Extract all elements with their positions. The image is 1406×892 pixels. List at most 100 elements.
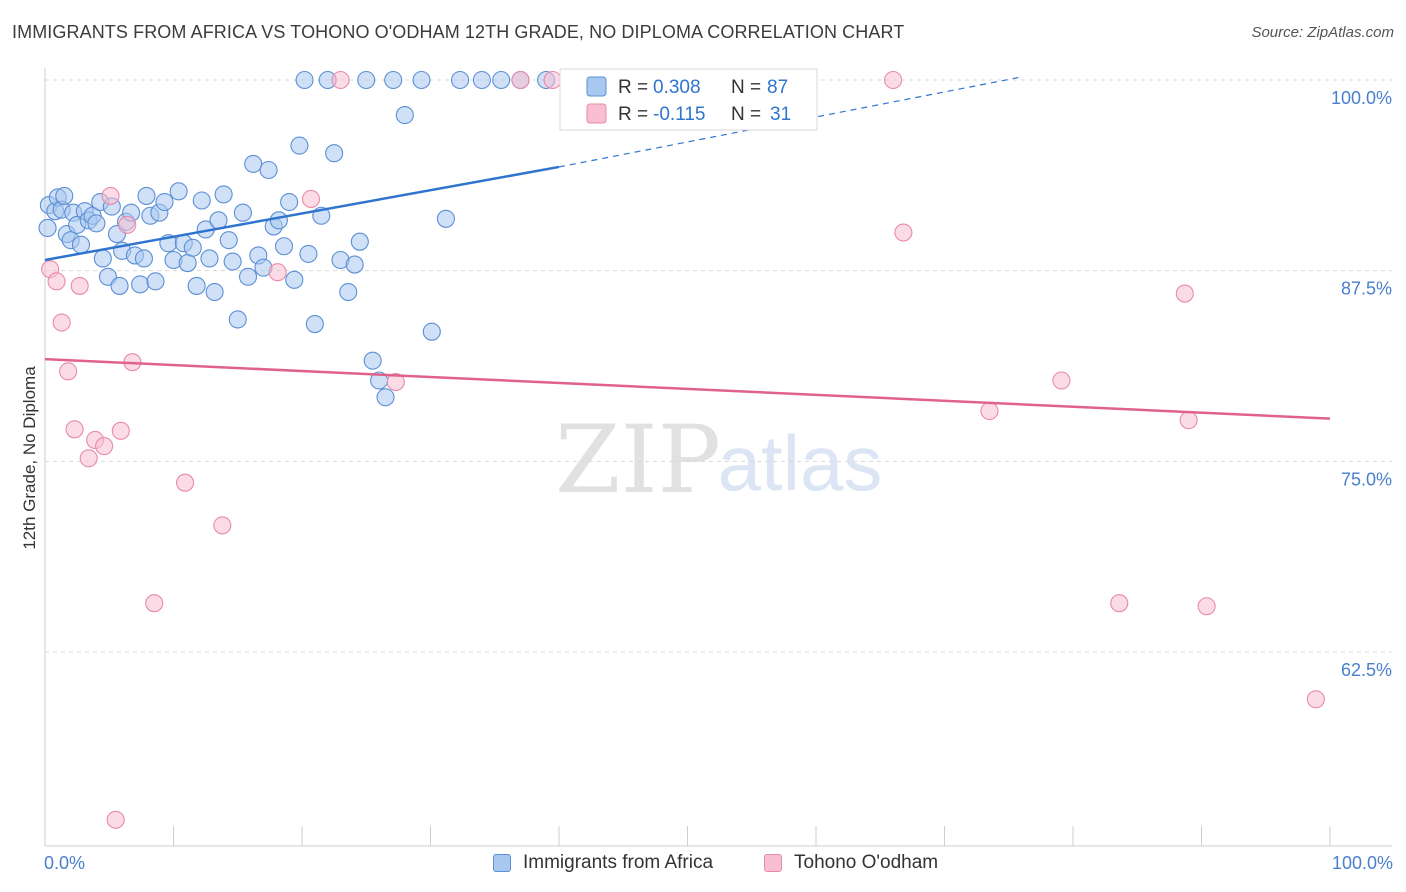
- data-point: [386, 372, 405, 392]
- stat-r-label-1: R =: [618, 77, 648, 98]
- data-point: [350, 232, 369, 251]
- data-point: [301, 189, 321, 209]
- data-point: [233, 203, 252, 222]
- data-point: [169, 182, 188, 201]
- x-tick-labels: 0.0% 100.0%: [44, 853, 1393, 873]
- data-point: [436, 209, 455, 228]
- legend-item-tohono-oodham: Tohono O'odham: [764, 852, 938, 874]
- data-point: [228, 310, 247, 329]
- data-point: [52, 313, 71, 332]
- y-tick-labels: 100.0% 87.5% 75.0% 62.5%: [1331, 88, 1392, 680]
- data-point: [145, 594, 164, 613]
- data-point: [214, 185, 233, 204]
- data-point: [223, 252, 242, 271]
- data-point: [395, 106, 414, 125]
- data-point: [110, 276, 129, 295]
- stat-r-value-1: 0.308: [653, 77, 701, 98]
- data-point: [59, 362, 78, 381]
- data-point: [111, 421, 130, 440]
- data-point: [71, 235, 91, 254]
- stat-n-label-2: N =: [731, 104, 761, 125]
- data-point: [93, 249, 112, 268]
- data-point: [543, 70, 562, 90]
- data-point: [980, 401, 999, 421]
- data-point: [331, 70, 350, 90]
- data-point: [176, 473, 195, 492]
- data-point: [146, 272, 165, 291]
- data-point: [155, 192, 174, 212]
- y-tick-label: 100.0%: [1331, 88, 1392, 108]
- data-point: [269, 211, 288, 230]
- y-tick-label: 62.5%: [1341, 660, 1392, 680]
- legend-swatch-blue: [586, 76, 607, 97]
- data-point: [1110, 594, 1129, 613]
- stat-n-label-1: N =: [731, 77, 761, 98]
- data-point: [200, 249, 219, 268]
- data-point: [219, 231, 238, 250]
- data-point: [492, 70, 511, 90]
- legend-swatch-pink: [586, 103, 607, 124]
- data-point: [325, 144, 344, 163]
- data-point: [95, 437, 114, 456]
- legend-swatch-immigrants-from-africa: [493, 854, 511, 872]
- watermark-zip: ZIP: [555, 406, 721, 515]
- watermark: ZIP atlas: [555, 406, 882, 515]
- data-point: [1306, 690, 1325, 709]
- data-point: [178, 253, 197, 273]
- data-point: [305, 315, 324, 334]
- data-point: [274, 237, 294, 256]
- data-point: [894, 223, 913, 242]
- series-tohono-oodham: [41, 70, 1325, 829]
- data-point: [1175, 284, 1194, 303]
- data-point: [451, 70, 470, 90]
- legend-label-tohono-oodham: Tohono O'odham: [794, 852, 939, 873]
- data-point: [259, 160, 278, 180]
- data-point: [384, 70, 403, 90]
- data-point: [87, 214, 106, 233]
- data-point: [238, 267, 258, 286]
- stat-n-value-1: 87: [767, 77, 788, 98]
- data-point: [65, 420, 84, 439]
- data-point: [472, 70, 491, 90]
- y-axis-label: 12th Grade, No Diploma: [20, 366, 39, 550]
- data-point: [511, 70, 530, 90]
- data-point: [244, 154, 263, 173]
- data-point: [118, 215, 137, 234]
- data-point: [131, 275, 150, 294]
- stat-n-value-2: 31: [770, 104, 791, 125]
- x-tick-label-max: 100.0%: [1332, 853, 1393, 873]
- source-credit: Source: ZipAtlas.com: [1251, 24, 1394, 41]
- data-point: [285, 270, 304, 289]
- stat-r-label-2: R =: [618, 104, 648, 125]
- data-point: [55, 186, 74, 205]
- data-point: [213, 516, 232, 535]
- chart-title: IMMIGRANTS FROM AFRICA VS TOHONO O'ODHAM…: [12, 22, 905, 42]
- data-point: [183, 238, 202, 257]
- y-tick-label: 87.5%: [1341, 279, 1392, 299]
- data-point: [192, 191, 211, 210]
- data-point: [884, 70, 903, 90]
- data-point: [101, 186, 120, 205]
- data-point: [134, 249, 153, 268]
- stats-legend: R = 0.308 N = 87 R = -0.115 N = 31: [559, 68, 818, 131]
- data-point: [345, 255, 364, 274]
- legend-label-immigrants-from-africa: Immigrants from Africa: [523, 852, 714, 873]
- watermark-atlas: atlas: [718, 419, 883, 507]
- data-point: [422, 322, 441, 341]
- data-point: [363, 351, 382, 370]
- data-point: [47, 272, 66, 291]
- data-point: [299, 244, 318, 263]
- data-point: [357, 70, 376, 90]
- legend-item-immigrants-from-africa: Immigrants from Africa: [493, 852, 713, 874]
- data-point: [268, 263, 287, 282]
- data-point: [79, 449, 98, 468]
- data-point: [106, 810, 125, 829]
- data-point: [38, 218, 57, 238]
- data-point: [137, 186, 156, 205]
- data-point: [1052, 371, 1071, 390]
- data-point: [339, 282, 358, 302]
- data-point: [1179, 411, 1198, 430]
- x-ticks: [173, 826, 1331, 846]
- series-legend: Immigrants from Africa Tohono O'odham: [0, 852, 1406, 878]
